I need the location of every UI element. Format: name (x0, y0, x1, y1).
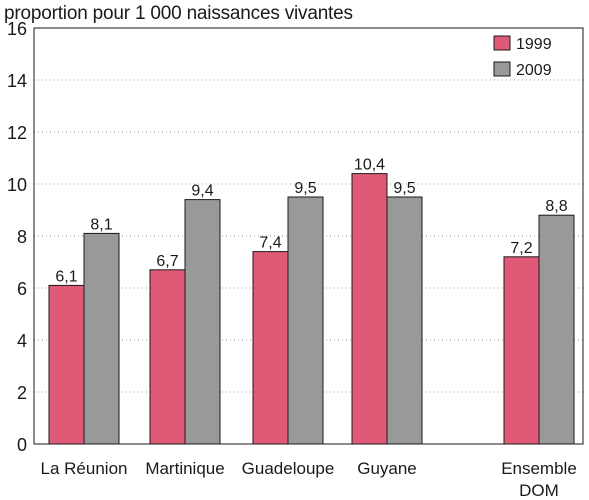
bar-2009-3 (386, 196, 423, 445)
bar-1999-2 (252, 251, 289, 445)
legend-swatch-1999 (493, 35, 511, 51)
y-tick-label: 10 (7, 175, 27, 195)
chart-title: proportion pour 1 000 naissances vivante… (4, 3, 353, 24)
bar-2009-0 (83, 232, 120, 445)
bar-value-label: 8,1 (90, 216, 112, 233)
bar-value-label: 6,7 (156, 253, 178, 270)
y-tick-label: 6 (17, 279, 27, 299)
bar-1999-3 (351, 173, 388, 445)
bar-value-label: 8,8 (545, 198, 567, 215)
y-tick-label: 8 (17, 227, 27, 247)
plot-frame (33, 27, 584, 445)
bar-value-label: 7,4 (259, 235, 281, 252)
y-tick-label: 12 (7, 123, 27, 143)
bar-value-labels: 6,1 6,7 7,4 10,4 7,2 8,1 9,4 9,5 9,5 8,8 (55, 157, 567, 286)
bars (48, 173, 575, 445)
bar-value-label: 9,5 (294, 180, 316, 197)
bar-2009-4 (538, 214, 575, 445)
y-tick-label: 4 (17, 331, 27, 351)
legend: 1999 2009 (493, 35, 552, 79)
x-axis-labels: La Réunion Martinique Guadeloupe Guyane Ense… (41, 459, 577, 500)
legend-label: 2009 (516, 62, 552, 79)
bar-2009-1 (184, 199, 221, 445)
x-category-label: DOM (519, 481, 559, 500)
y-axis-ticks: 0 2 4 6 8 10 12 14 16 (7, 19, 27, 455)
bar-value-label: 9,4 (191, 183, 213, 200)
y-tick-label: 16 (7, 19, 27, 39)
x-category-label: Guadeloupe (242, 459, 335, 478)
bar-value-label: 10,4 (354, 157, 385, 174)
x-category-label: La Réunion (41, 459, 128, 478)
x-category-label: Ensemble (501, 459, 577, 478)
bar-value-label: 7,2 (510, 240, 532, 257)
y-tick-label: 14 (7, 71, 27, 91)
bar-value-label: 9,5 (393, 180, 415, 197)
bar-2009-2 (287, 196, 324, 445)
bar-1999-1 (149, 269, 186, 445)
legend-label: 1999 (516, 36, 552, 53)
y-tick-label: 0 (17, 435, 27, 455)
x-category-label: Guyane (357, 459, 417, 478)
bar-1999-0 (48, 284, 85, 445)
bar-1999-4 (503, 256, 540, 445)
y-tick-label: 2 (17, 383, 27, 403)
x-category-label: Martinique (145, 459, 224, 478)
bar-value-label: 6,1 (55, 268, 77, 285)
legend-swatch-2009 (493, 61, 511, 77)
